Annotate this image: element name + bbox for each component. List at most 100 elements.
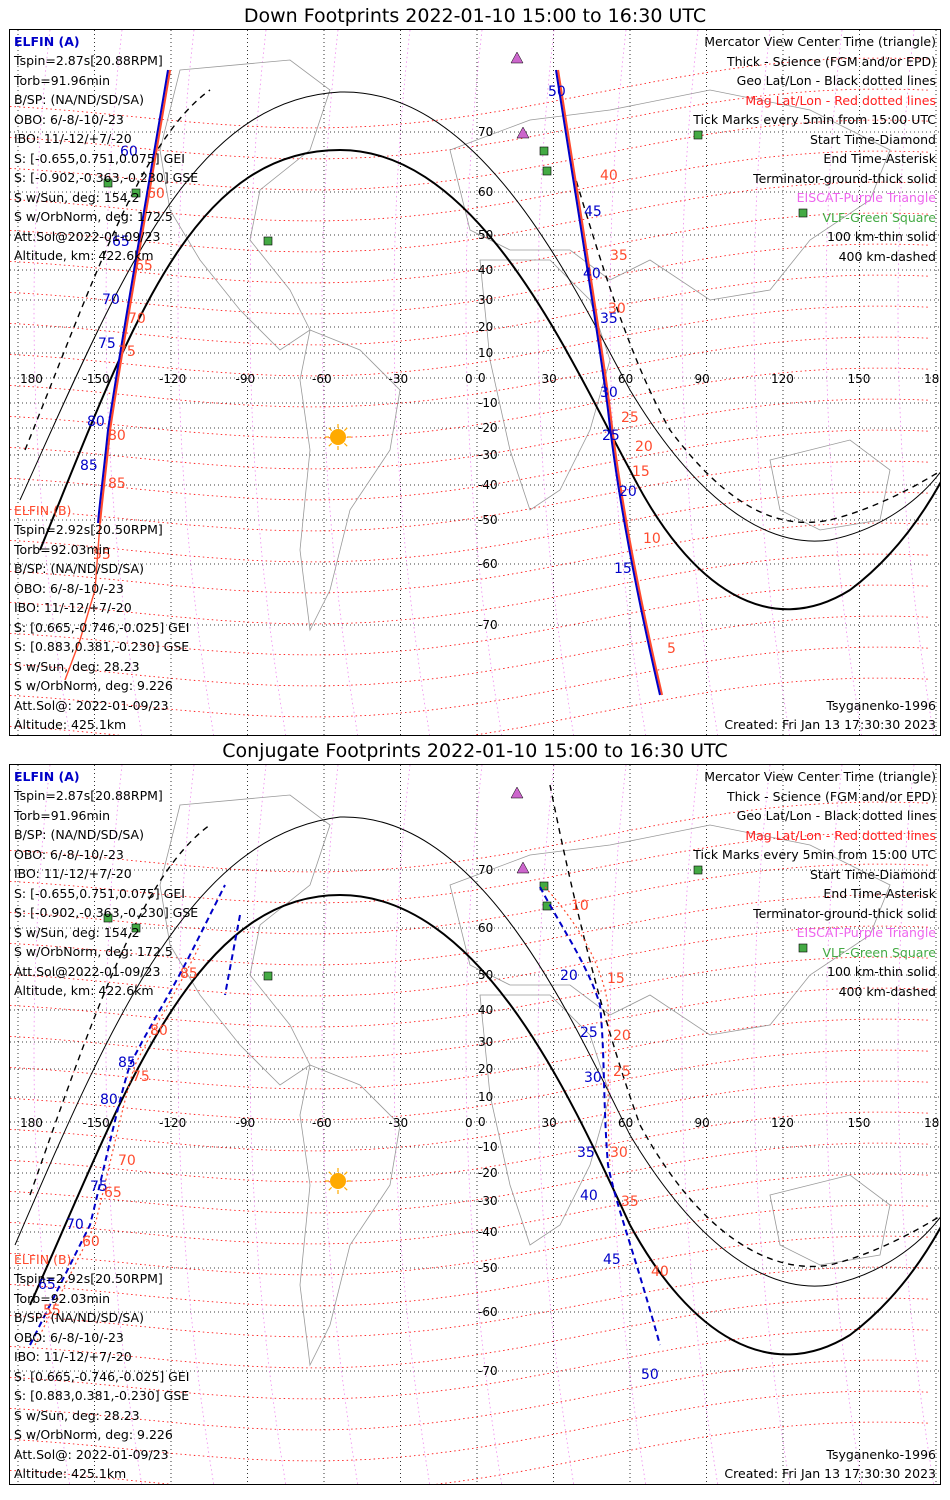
mag-meridian — [249, 765, 287, 1484]
vlf-square-icon — [131, 188, 141, 198]
mag-parallel — [10, 956, 931, 1028]
lon-tick-label: 150 — [848, 1116, 871, 1130]
mag-parallel — [10, 1049, 931, 1121]
elfin-b-info: Tspin=2.92s[20.50RPM] Torb=92.03min B/SP: … — [14, 1271, 189, 1484]
created-label: Created: Fri Jan 13 17:30:30 2023 — [724, 1466, 936, 1481]
panel-title-down: Down Footprints 2022-01-10 15:00 to 16:3… — [243, 5, 707, 27]
mag-parallel — [10, 1173, 931, 1245]
mag-parallel — [10, 801, 931, 873]
elfin-b-tick-label: 70 — [66, 1217, 84, 1233]
mag-parallel — [10, 1080, 931, 1152]
lon-tick-label: -30 — [389, 372, 409, 386]
lat-tick-label: -30 — [478, 1194, 498, 1208]
elfin-b-mag-label: 75 — [118, 344, 136, 360]
lon-tick-label: 180 — [924, 1116, 941, 1130]
mag-parallel — [10, 1390, 931, 1462]
vlf-square-icon — [539, 146, 549, 156]
lon-tick-label: -60 — [312, 1116, 332, 1130]
sun-ray — [343, 427, 348, 432]
elfin-a-mag-track — [556, 69, 664, 696]
info-line: S: [-0.655,0.751,0.075] GEI — [14, 885, 185, 901]
info-line: Tspin=2.92s[20.50RPM] — [14, 522, 163, 537]
lat-tick-label: 10 — [478, 346, 493, 360]
elfin-b-mag-label: 65 — [104, 1185, 122, 1201]
mag-parallel — [10, 894, 931, 966]
info-line: IBO: 11/-12/+7/-20 — [14, 600, 132, 615]
info-line: VLF-Green Square — [822, 209, 936, 225]
lat-tick-label: 10 — [478, 1090, 493, 1104]
info-line: Tick Marks every 5min from 15:00 UTC — [693, 847, 936, 862]
info-line: Torb=91.96min — [14, 807, 111, 823]
lon-tick-label: 120 — [771, 372, 794, 386]
info-line: Geo Lat/Lon - Black dotted lines — [736, 808, 936, 823]
eiscat-triangle-icon — [510, 786, 524, 799]
elfin-a-mag-label: 15 — [607, 971, 625, 987]
sun-ray — [343, 1171, 348, 1176]
mag-meridian — [465, 30, 503, 735]
info-line: B/SP: (NA/ND/SD/SA) — [14, 827, 144, 842]
lat-tick-label: 20 — [478, 1062, 493, 1076]
lon-tick-label: 0 — [465, 372, 473, 386]
elfin-b-mag-label: 70 — [128, 311, 146, 327]
elfin-a-tick-label: 50 — [641, 1367, 659, 1383]
elfin-b-science-track — [97, 69, 169, 524]
elfin-a-tick-label: 20 — [619, 484, 637, 500]
mag-meridian — [321, 30, 359, 735]
lon-tick-label: 60 — [618, 372, 633, 386]
elfin-a-tick-label: 35 — [577, 1145, 595, 1161]
info-line: S: [-0.902,-0.363,-0.230] GSE — [14, 170, 199, 185]
sun-ray — [328, 442, 333, 447]
coastline — [769, 439, 891, 531]
info-line: Terminator-ground-thick solid — [753, 170, 936, 186]
eiscat-triangle-icon — [510, 51, 524, 64]
mag-parallel — [10, 57, 931, 129]
vlf-square-icon — [539, 881, 549, 891]
coastline — [769, 1174, 891, 1266]
lat-tick-label: 20 — [478, 320, 493, 334]
info-line: 100 km-thin solid — [827, 964, 936, 979]
lon-tick-label: 180 — [20, 372, 43, 386]
map-down-footprints: 180-150-120-90-60-3003060901201501807060… — [9, 29, 941, 736]
sun-ray — [328, 1186, 333, 1191]
elfin-a-tick-label: 30 — [600, 385, 618, 401]
elfin-a-mag-label: 10 — [643, 531, 661, 547]
mag-parallel — [10, 305, 931, 377]
lon-tick-label: 180 — [20, 1116, 43, 1130]
mag-parallel — [10, 367, 931, 439]
info-line: Geo Lat/Lon - Black dotted lines — [736, 73, 936, 88]
mag-parallel — [10, 274, 931, 346]
info-line: S w/OrbNorm, deg: 9.226 — [14, 678, 173, 693]
model-label: Tsyganenko-1996 — [826, 698, 936, 713]
lat-tick-label: -50 — [478, 1261, 498, 1275]
vlf-square-icon — [693, 865, 703, 875]
mag-meridian — [33, 30, 71, 735]
vlf-square-icon — [103, 913, 113, 923]
lat-tick-label: 40 — [478, 1003, 493, 1017]
mag-meridian — [537, 30, 575, 735]
mag-meridian — [825, 30, 863, 735]
mag-parallel — [10, 429, 931, 501]
mag-parallel — [10, 243, 931, 315]
mag-parallel — [10, 584, 931, 656]
elfin-b-tick-label: 75 — [90, 1179, 108, 1195]
elfin-a-title: ELFIN (A) — [14, 769, 80, 784]
info-line: S w/Sun, deg: 28.23 — [14, 658, 140, 674]
elfin-a-mag-label: 40 — [651, 1264, 669, 1280]
info-line: S: [0.665,-0.746,-0.025] GEI — [14, 619, 190, 635]
info-line: End Time-Asterisk — [823, 151, 936, 166]
info-line: Att.Sol@2022-01-09/23 — [14, 228, 161, 244]
info-line: IBO: 11/-12/+7/-20 — [14, 866, 132, 881]
elfin-a-tick-label: 25 — [580, 1025, 598, 1041]
mag-meridian — [753, 30, 791, 735]
elfin-a-science-track — [555, 69, 661, 696]
terminator-100km-line — [19, 91, 940, 542]
info-line: 100 km-thin solid — [827, 229, 936, 244]
info-line: S w/OrbNorm, deg: 172.5 — [14, 209, 173, 224]
elfin-a-mag-label: 25 — [613, 1064, 631, 1080]
elfin-a-mag-label: 35 — [610, 248, 628, 264]
lat-tick-label: 0 — [478, 371, 486, 385]
info-line: S: [-0.655,0.751,0.075] GEI — [14, 150, 185, 166]
map-canvas: 180-150-120-90-60-3003060901201501807060… — [10, 30, 940, 735]
lat-tick-label: -20 — [478, 1166, 498, 1180]
vlf-square-icon — [131, 923, 141, 933]
